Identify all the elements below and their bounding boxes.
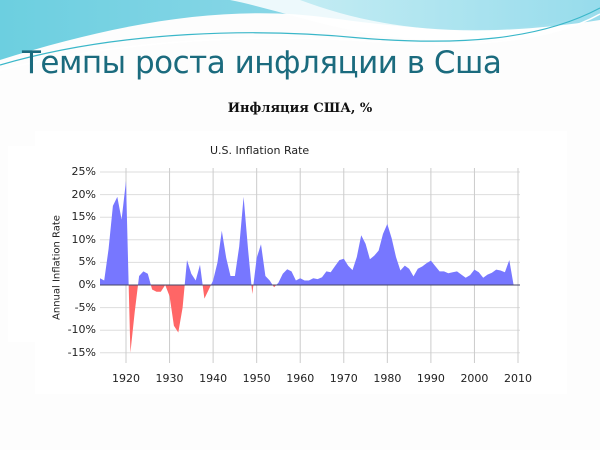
- slide-title: Темпы роста инфляции в Сша: [22, 45, 502, 81]
- y-tick-label: 10%: [71, 232, 96, 246]
- x-tick-label: 1990: [416, 372, 445, 385]
- slide-header-wave-decoration: [0, 0, 600, 71]
- y-tick-label: -15%: [67, 345, 96, 359]
- negative-inflation-area: [100, 285, 514, 353]
- x-tick-label: 1940: [199, 372, 228, 385]
- chart-caption: Инфляция США, %: [227, 101, 373, 116]
- chart-background-left: [8, 146, 38, 342]
- y-tick-label: -5%: [74, 300, 96, 314]
- x-tick-label: 2000: [460, 372, 489, 385]
- y-tick-label: 25%: [71, 165, 96, 178]
- y-tick-label: -10%: [67, 323, 96, 337]
- y-tick-label: 20%: [71, 187, 96, 201]
- positive-inflation-area: [100, 181, 514, 285]
- x-tick-label: 1960: [286, 372, 315, 385]
- x-tick-label: 1950: [242, 372, 271, 385]
- x-tick-label: 2010: [504, 372, 532, 385]
- x-tick-label: 1970: [329, 372, 358, 385]
- x-tick-label: 1980: [373, 372, 402, 385]
- x-tick-label: 1930: [155, 372, 184, 385]
- x-tick-label: 1920: [112, 372, 140, 385]
- chart-title: U.S. Inflation Rate: [210, 144, 310, 157]
- y-tick-label: 0%: [78, 278, 96, 291]
- y-tick-label: 5%: [78, 255, 96, 269]
- y-tick-label: 15%: [71, 210, 96, 224]
